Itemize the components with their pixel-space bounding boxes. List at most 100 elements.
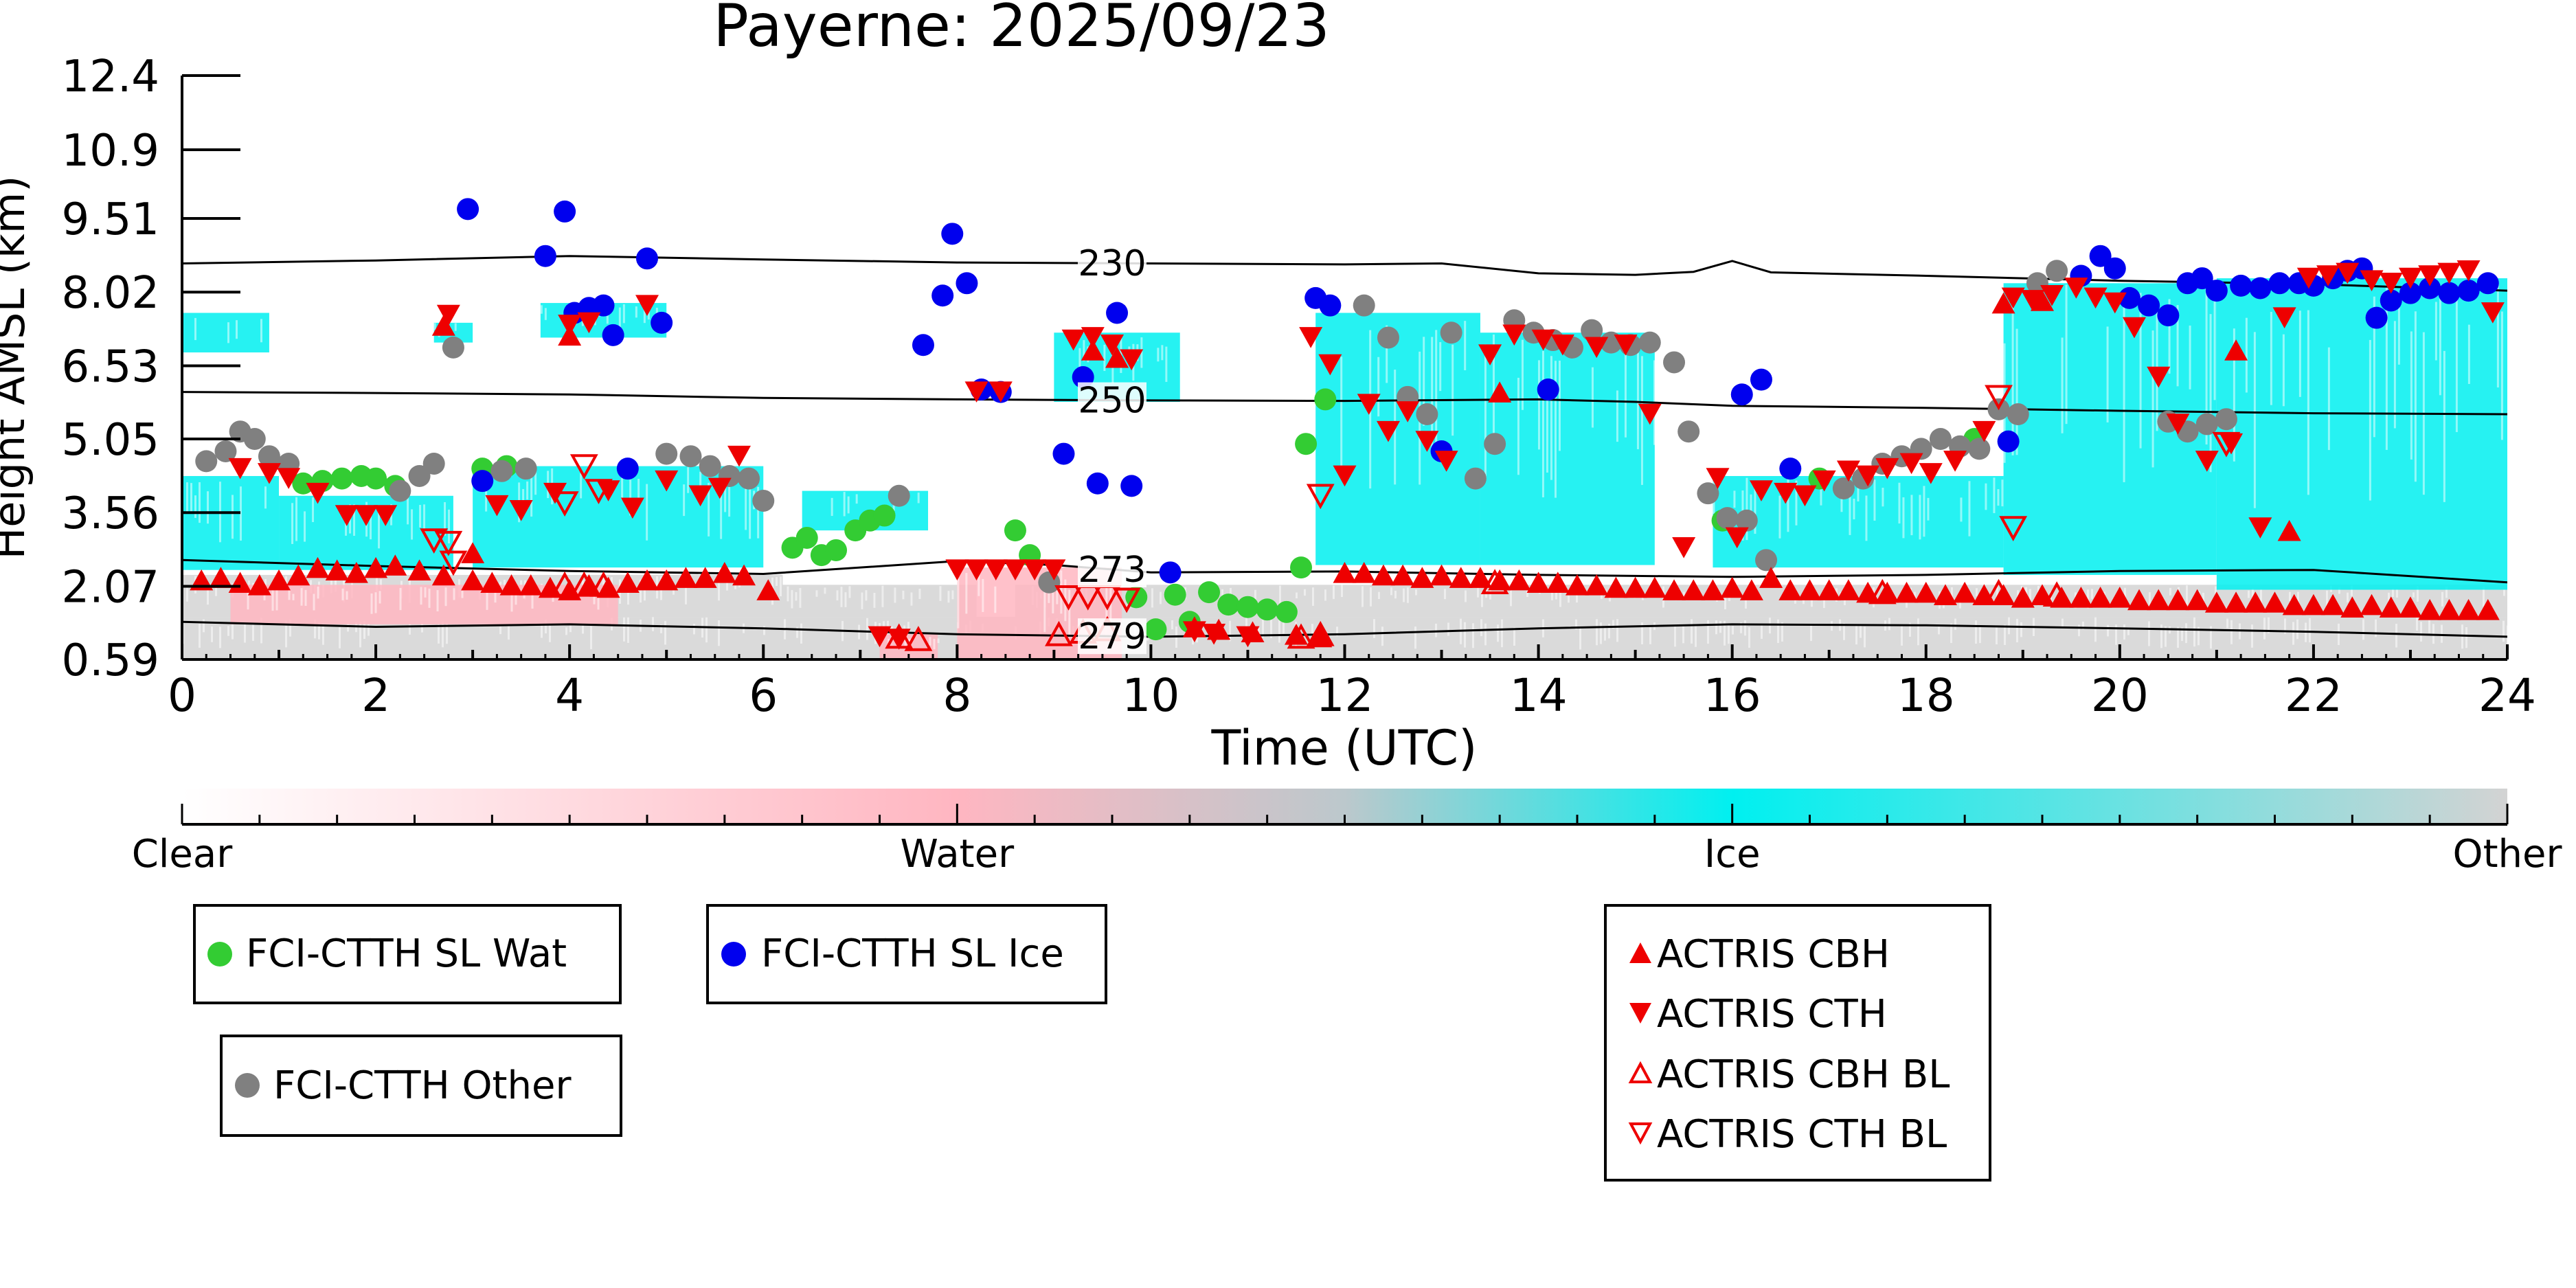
data-point xyxy=(2437,262,2461,284)
data-point xyxy=(471,470,494,493)
data-point xyxy=(1793,485,1817,507)
cloud-field-ice xyxy=(182,313,269,353)
data-point xyxy=(2316,265,2340,286)
data-point xyxy=(2103,292,2127,314)
legend-label-other: FCI-CTTH Other xyxy=(273,1063,572,1108)
plot-area xyxy=(182,198,2507,659)
data-point xyxy=(1537,379,1559,401)
data-point xyxy=(1484,433,1506,455)
data-point xyxy=(1798,579,1822,600)
data-point xyxy=(2456,599,2481,620)
data-point xyxy=(2268,272,2291,295)
data-point xyxy=(1275,600,1298,623)
cloud-field-ice xyxy=(1480,332,1656,565)
legend-marker-cth xyxy=(1629,1003,1651,1024)
data-point xyxy=(1929,428,1952,451)
data-point xyxy=(515,457,537,480)
data-point xyxy=(708,477,732,499)
data-point xyxy=(1875,457,1899,479)
data-point xyxy=(2457,280,2480,302)
data-point xyxy=(1318,354,1342,376)
legend-marker-cbh xyxy=(1629,942,1651,963)
data-point xyxy=(1638,403,1662,425)
data-point xyxy=(1198,581,1221,604)
data-point xyxy=(1352,562,1376,583)
data-point xyxy=(1663,351,1686,374)
data-point xyxy=(534,245,556,267)
data-point xyxy=(1919,463,1943,484)
data-point xyxy=(1985,578,2013,605)
data-point xyxy=(2249,277,2272,300)
data-point xyxy=(1604,576,1628,598)
legend-box-other: FCI-CTTH Other xyxy=(220,1035,622,1137)
data-point xyxy=(2398,267,2422,289)
data-point xyxy=(655,442,678,465)
data-point xyxy=(1003,559,1027,581)
data-point xyxy=(2064,278,2088,299)
data-point xyxy=(964,559,988,581)
data-point xyxy=(2089,245,2112,267)
data-point xyxy=(1357,394,1381,415)
data-point xyxy=(945,559,969,581)
data-point xyxy=(2380,289,2402,312)
x-ticks: 0 2 4 6 8 10 12 14 16 18 20 22 24 xyxy=(168,644,2536,722)
data-point xyxy=(330,467,353,490)
data-point xyxy=(228,457,252,479)
data-point xyxy=(2296,267,2320,289)
data-point xyxy=(344,562,368,583)
data-point xyxy=(1614,334,1638,356)
data-point xyxy=(389,479,411,502)
colorbar-label: Clear xyxy=(132,832,233,877)
data-point xyxy=(2103,257,2126,280)
data-point xyxy=(2042,581,2071,607)
data-point xyxy=(1716,507,1739,530)
data-point xyxy=(1159,561,1182,584)
data-point xyxy=(1309,626,1333,648)
data-point xyxy=(756,579,780,600)
data-point xyxy=(2418,265,2442,286)
data-point xyxy=(442,336,464,359)
data-point xyxy=(2166,589,2190,611)
data-point xyxy=(1480,569,1509,595)
data-point xyxy=(795,526,818,549)
data-point xyxy=(674,567,698,588)
data-point xyxy=(306,482,330,504)
data-point xyxy=(2301,594,2325,615)
data-point xyxy=(509,500,533,521)
x-tick-label: 0 xyxy=(168,669,196,722)
data-point xyxy=(1755,549,1778,572)
data-point xyxy=(1750,368,1772,391)
data-point xyxy=(499,574,523,596)
isotherm-label-bg xyxy=(1078,618,1146,655)
data-point xyxy=(1581,319,1603,341)
data-point xyxy=(1052,442,1075,465)
data-point xyxy=(277,468,301,489)
data-point xyxy=(602,324,624,346)
data-point xyxy=(655,569,679,591)
data-point xyxy=(383,554,407,576)
x-tick-label: 4 xyxy=(555,669,584,722)
data-point xyxy=(1045,620,1073,646)
x-tick-label: 12 xyxy=(1316,669,1374,722)
data-point xyxy=(596,480,620,501)
data-point xyxy=(1306,620,1335,646)
data-point xyxy=(1434,451,1458,472)
data-point xyxy=(1836,460,1860,482)
data-point xyxy=(1868,578,1897,605)
y-tick-label: 10.9 xyxy=(62,126,160,177)
y-tick-label: 2.07 xyxy=(62,562,160,613)
data-point xyxy=(1105,346,1129,368)
data-point xyxy=(1550,334,1574,356)
data-point xyxy=(635,295,659,316)
y-tick-label: 5.05 xyxy=(62,415,160,466)
data-point xyxy=(1371,564,1395,586)
data-point xyxy=(1376,420,1400,442)
data-point xyxy=(1488,381,1512,403)
x-tick-label: 2 xyxy=(361,669,390,722)
isotherm-273 xyxy=(182,558,2507,584)
data-point xyxy=(1042,559,1066,581)
data-point xyxy=(2011,587,2035,608)
legend-marker-cbh-bl xyxy=(1628,1061,1653,1083)
data-point xyxy=(1440,321,1462,344)
isotherm-layer xyxy=(182,255,2507,638)
